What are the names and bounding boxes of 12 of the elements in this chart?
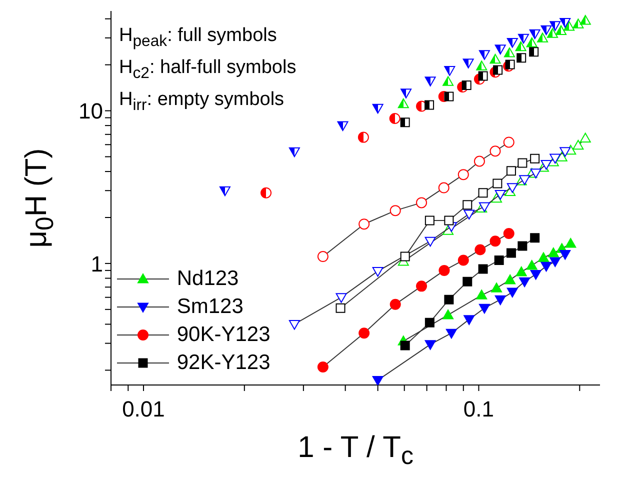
legend-label: 92K-Y123 xyxy=(176,351,270,374)
annotation: H$_{c2}$: half-full symbols xyxy=(119,57,296,83)
y-tick-label: 1 xyxy=(90,251,103,276)
annotation: H$_{irr}$: empty symbols xyxy=(119,89,284,115)
legend-label: 90K-Y123 xyxy=(176,323,270,346)
y-tick-label: 10 xyxy=(78,98,103,124)
legend-label: Nd123 xyxy=(176,267,239,290)
x-tick-label: 0.1 xyxy=(463,396,494,422)
legend-label: Sm123 xyxy=(176,295,244,318)
x-axis-title: 1 - T / T$_{c}$ xyxy=(296,431,414,471)
x-tick-label: 0.01 xyxy=(122,396,165,422)
annotation: H$_{peak}$: full symbols xyxy=(119,25,277,51)
